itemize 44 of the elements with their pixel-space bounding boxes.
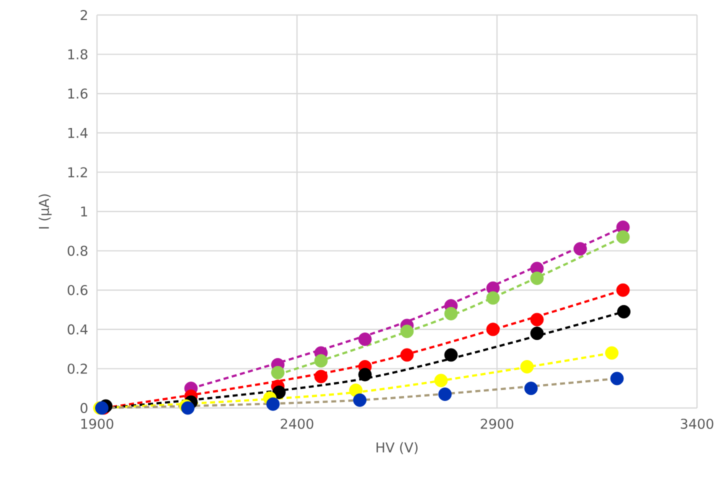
point — [358, 332, 372, 346]
point — [486, 322, 500, 336]
point — [358, 368, 372, 382]
y-tick-label: 1.6 — [68, 88, 88, 99]
point — [524, 382, 538, 396]
point — [271, 366, 285, 380]
point — [530, 312, 544, 326]
y-tick-label: 1.4 — [68, 128, 88, 138]
y-tick-label: 0.2 — [68, 364, 87, 374]
y-tick-label: 1 — [81, 206, 88, 216]
point — [616, 230, 630, 244]
point — [610, 372, 624, 386]
y-tick-label: 2 — [80, 10, 87, 20]
y-tick-label: 0 — [80, 402, 88, 414]
y-tick-label: 0.6 — [68, 284, 88, 296]
point — [266, 397, 280, 411]
point — [353, 393, 367, 407]
x-axis-title: HV (V) — [376, 442, 418, 454]
point — [605, 346, 619, 360]
point — [444, 306, 458, 320]
point — [530, 326, 544, 340]
x-tick-label: 2900 — [480, 418, 514, 429]
point — [486, 291, 500, 305]
y-tick-label: 0.8 — [68, 246, 88, 256]
x-tick-label: 3400 — [680, 418, 714, 429]
point — [530, 272, 544, 286]
y-axis-title: I (µA) — [38, 194, 52, 228]
point — [438, 388, 452, 401]
point — [617, 305, 631, 318]
y-tick-label: 0.4 — [68, 324, 88, 334]
point — [444, 348, 458, 362]
point — [400, 324, 414, 338]
point — [616, 283, 630, 297]
point — [314, 354, 328, 368]
x-tick-label: 1900 — [81, 418, 114, 429]
point — [272, 386, 286, 399]
point — [574, 242, 587, 256]
point — [400, 348, 414, 362]
x-tick-label: 2400 — [280, 418, 314, 429]
point — [520, 360, 534, 374]
point — [314, 370, 328, 384]
y-tick-label: 1.2 — [68, 167, 87, 178]
point — [434, 374, 448, 388]
y-tick-label: 1.8 — [68, 49, 88, 60]
